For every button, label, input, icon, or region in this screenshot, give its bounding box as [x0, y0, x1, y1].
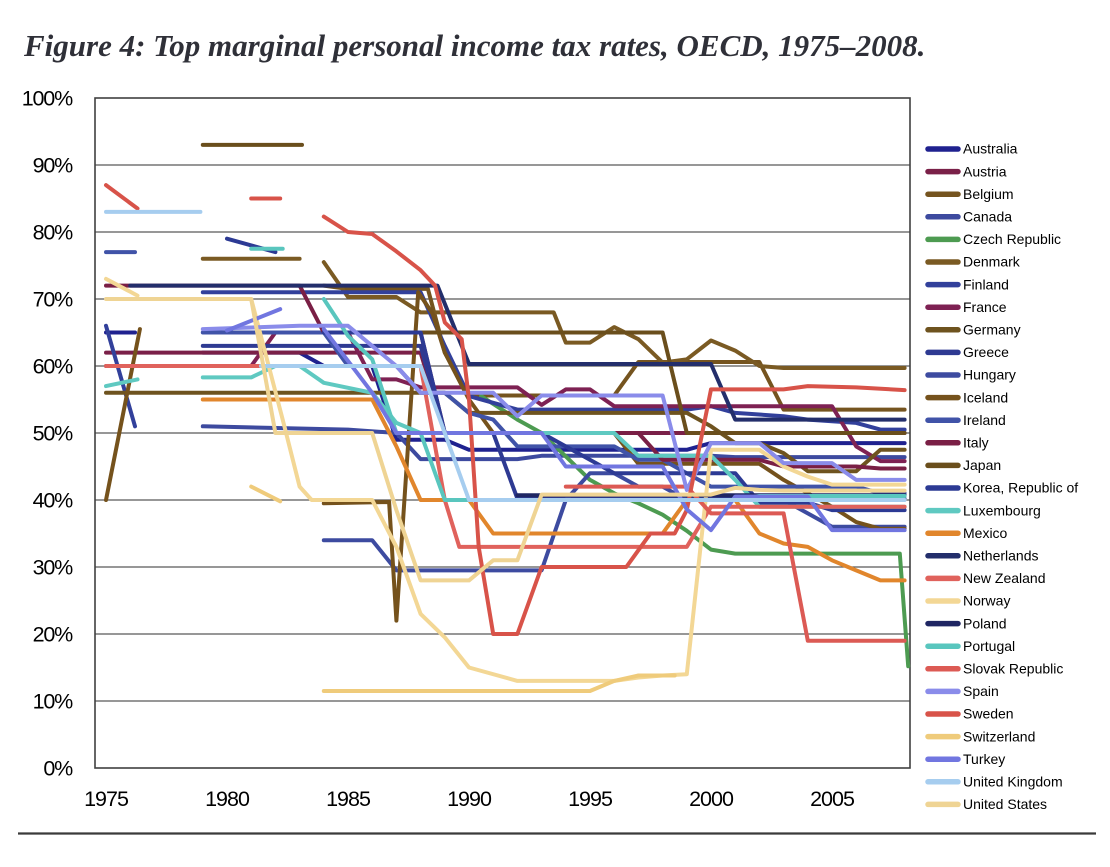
svg-text:50%: 50% — [33, 422, 74, 446]
svg-text:Mexico: Mexico — [963, 525, 1008, 541]
svg-text:Australia: Australia — [963, 141, 1018, 157]
svg-text:60%: 60% — [33, 355, 74, 379]
svg-text:Switzerland: Switzerland — [963, 728, 1035, 744]
svg-text:30%: 30% — [33, 556, 74, 580]
svg-text:Austria: Austria — [963, 163, 1007, 179]
svg-text:Canada: Canada — [963, 209, 1012, 225]
svg-text:Czech Republic: Czech Republic — [963, 231, 1061, 247]
svg-text:Sweden: Sweden — [963, 706, 1014, 722]
svg-text:Portugal: Portugal — [963, 638, 1015, 654]
svg-text:0%: 0% — [43, 757, 73, 781]
svg-text:Iceland: Iceland — [963, 389, 1008, 405]
svg-text:2000: 2000 — [689, 787, 734, 811]
svg-text:Finland: Finland — [963, 276, 1009, 292]
svg-text:1995: 1995 — [568, 787, 613, 811]
svg-text:2005: 2005 — [810, 787, 855, 811]
svg-text:Slovak Republic: Slovak Republic — [963, 661, 1063, 677]
svg-text:Luxembourg: Luxembourg — [963, 502, 1041, 518]
svg-text:10%: 10% — [33, 690, 74, 714]
svg-text:1975: 1975 — [84, 787, 129, 811]
svg-text:90%: 90% — [33, 154, 74, 178]
svg-text:40%: 40% — [33, 489, 74, 513]
svg-text:Greece: Greece — [963, 344, 1009, 360]
svg-text:100%: 100% — [22, 87, 73, 111]
svg-text:New Zealand: New Zealand — [963, 570, 1046, 586]
svg-text:Germany: Germany — [963, 322, 1021, 338]
svg-text:Korea, Republic of: Korea, Republic of — [963, 480, 1078, 496]
svg-text:France: France — [963, 299, 1007, 315]
svg-text:Japan: Japan — [963, 457, 1001, 473]
svg-text:Ireland: Ireland — [963, 412, 1006, 428]
svg-text:1990: 1990 — [447, 787, 492, 811]
svg-text:United States: United States — [963, 796, 1047, 812]
svg-text:Denmark: Denmark — [963, 254, 1021, 270]
svg-text:Netherlands: Netherlands — [963, 548, 1039, 564]
svg-text:20%: 20% — [33, 623, 74, 647]
svg-text:Norway: Norway — [963, 593, 1010, 609]
svg-text:Spain: Spain — [963, 683, 999, 699]
svg-text:Belgium: Belgium — [963, 186, 1014, 202]
svg-text:70%: 70% — [33, 288, 74, 312]
svg-text:1980: 1980 — [205, 787, 250, 811]
svg-text:Hungary: Hungary — [963, 367, 1016, 383]
svg-text:1985: 1985 — [326, 787, 371, 811]
svg-text:Turkey: Turkey — [963, 751, 1005, 767]
svg-text:Poland: Poland — [963, 615, 1007, 631]
svg-text:80%: 80% — [33, 221, 74, 245]
svg-text:Italy: Italy — [963, 435, 989, 451]
svg-text:United Kingdom: United Kingdom — [963, 774, 1063, 790]
